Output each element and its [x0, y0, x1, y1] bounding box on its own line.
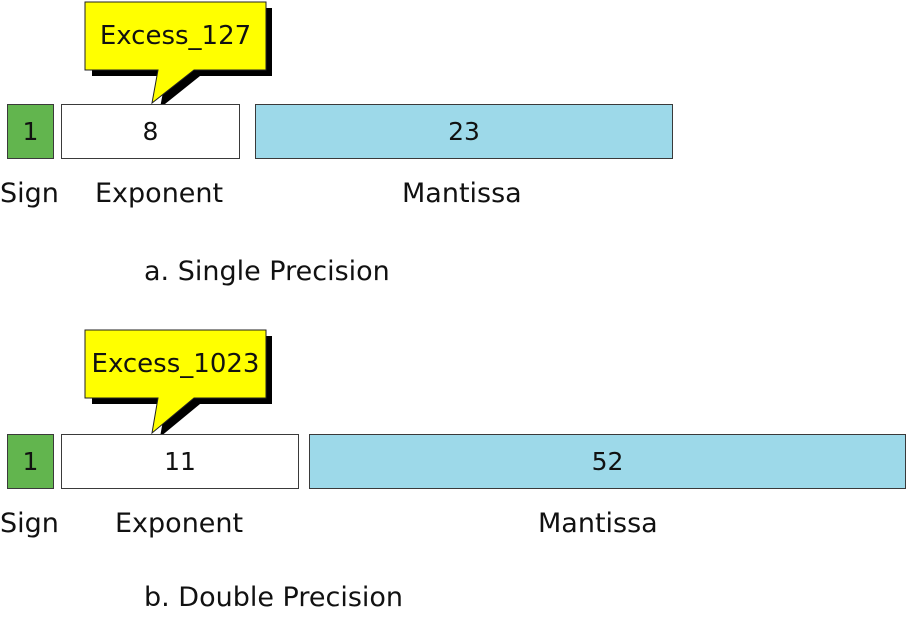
single-mantissa-label: Mantissa: [402, 178, 522, 209]
double-sign-label: Sign: [0, 508, 59, 539]
single-exponent-label: Exponent: [95, 178, 224, 209]
single-sign-label: Sign: [0, 178, 59, 209]
double-sign-field: 1: [7, 434, 54, 489]
single-callout-label: Excess_127: [99, 21, 252, 51]
double-callout-label: Excess_1023: [91, 349, 260, 379]
double-exponent-field: 11: [61, 434, 299, 489]
double-exponent-label: Exponent: [115, 508, 244, 539]
single-mantissa-field: 23: [255, 104, 673, 159]
single-caption: a. Single Precision: [144, 256, 390, 287]
single-exponent-field: 8: [61, 104, 240, 159]
double-mantissa-label: Mantissa: [538, 508, 658, 539]
double-caption: b. Double Precision: [144, 582, 404, 613]
single-sign-field: 1: [7, 104, 54, 159]
double-mantissa-field: 52: [309, 434, 906, 489]
